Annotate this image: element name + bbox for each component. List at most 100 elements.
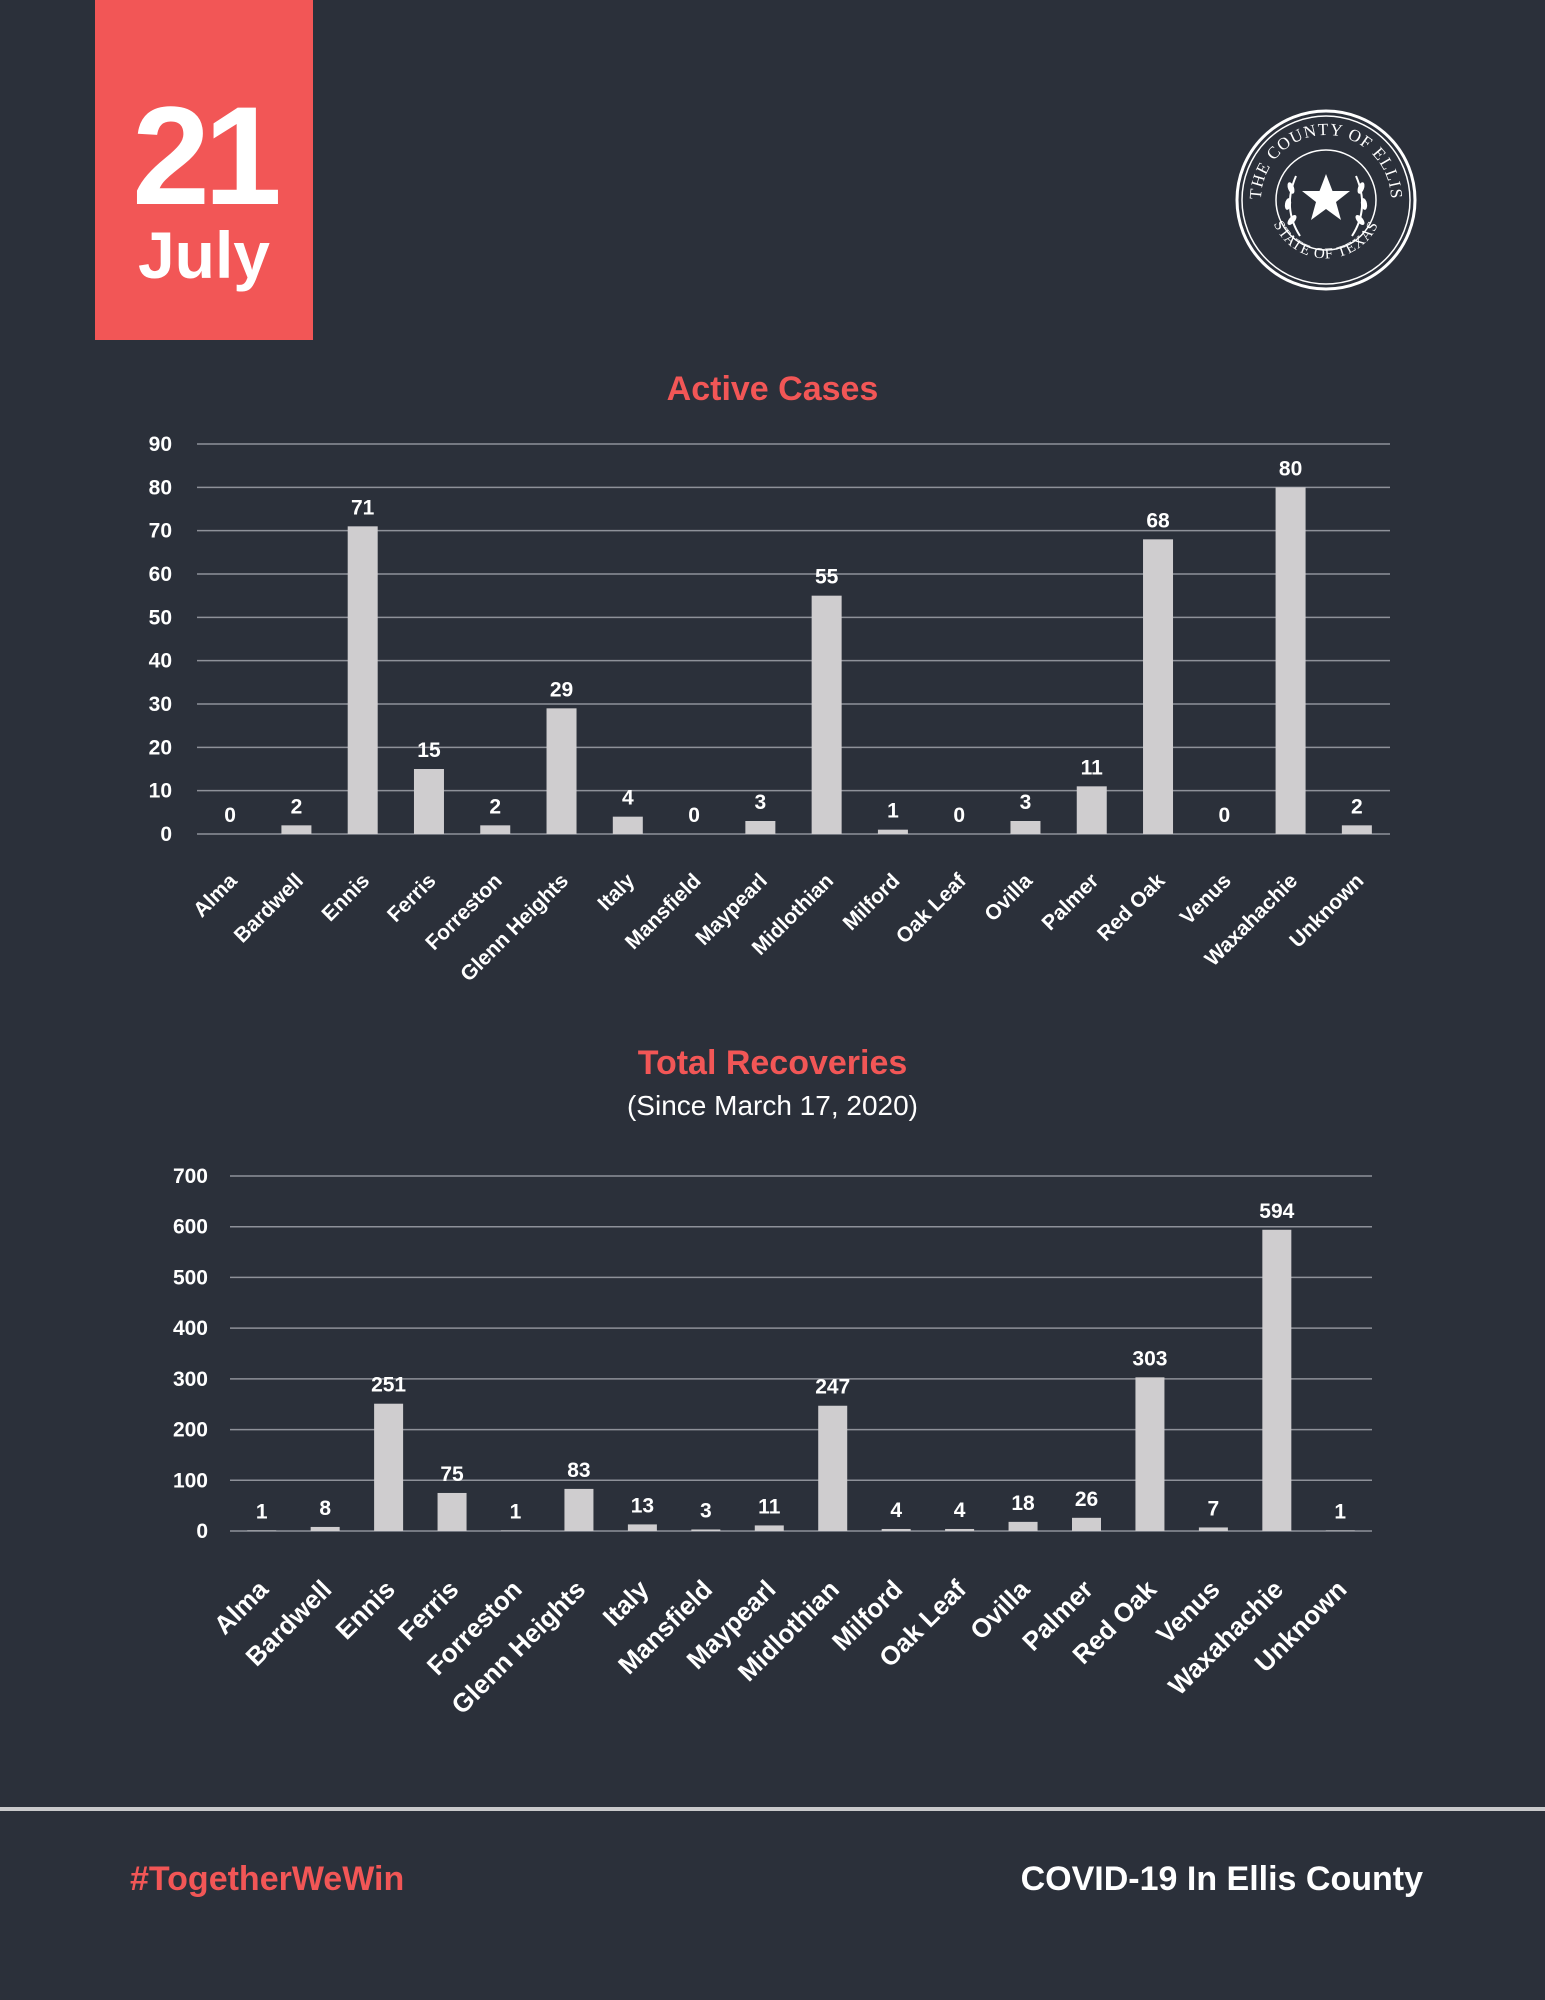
bar-ferris — [413, 769, 444, 834]
data-label: 4 — [622, 787, 634, 810]
x-tick-label: Italy — [593, 869, 639, 915]
footer-hashtag: #TogetherWeWin — [130, 1860, 405, 1898]
bar-waxahachie — [1262, 1229, 1292, 1531]
data-label: 26 — [1075, 1488, 1098, 1511]
bar-maypearl — [745, 821, 776, 834]
data-label: 55 — [815, 566, 839, 589]
bar-midlothian — [818, 1405, 848, 1531]
bar-ovilla — [1008, 1521, 1038, 1531]
bar-forreston — [480, 825, 511, 834]
bar-ennis — [374, 1403, 404, 1531]
bar-bardwell — [310, 1526, 340, 1531]
data-label: 0 — [688, 804, 700, 827]
seal-bottom-text: STATE OF TEXAS — [1270, 218, 1381, 262]
bar-venus — [1198, 1527, 1228, 1531]
bar-midlothian — [811, 595, 842, 834]
data-label: 11 — [1081, 756, 1104, 779]
x-tick-label: Ovilla — [980, 869, 1037, 926]
bars — [247, 1229, 1355, 1531]
y-axis-ticks: 0 100 200 300 400 500 600 700 — [173, 1165, 208, 1543]
data-label: 3 — [755, 791, 767, 814]
data-label: 4 — [890, 1499, 902, 1522]
bar-bardwell — [281, 825, 312, 834]
total-recoveries-title: Total Recoveries — [637, 1044, 908, 1082]
bar-unknown — [1341, 825, 1372, 834]
bars — [281, 487, 1372, 834]
bar-glenn-heights — [546, 708, 577, 834]
x-tick-label: Ennis — [318, 869, 375, 926]
svg-text:STATE OF TEXAS: STATE OF TEXAS — [1270, 218, 1382, 262]
bar-italy — [627, 1524, 657, 1531]
data-label: 8 — [319, 1497, 331, 1520]
data-label: 75 — [440, 1463, 464, 1486]
y-tick-label: 0 — [196, 1520, 208, 1543]
data-label: 594 — [1259, 1200, 1294, 1223]
data-label: 303 — [1132, 1347, 1167, 1370]
footer-divider — [0, 1807, 1545, 1811]
bar-palmer — [1072, 1517, 1101, 1531]
footer-title: COVID-19 In Ellis County — [1020, 1860, 1423, 1898]
data-label: 71 — [351, 496, 375, 519]
data-label: 1 — [887, 800, 899, 823]
bar-red-oak — [1135, 1377, 1165, 1531]
x-tick-label: Palmer — [1037, 869, 1103, 935]
x-tick-label: Bardwell — [230, 869, 308, 947]
data-label: 18 — [1011, 1492, 1035, 1515]
x-tick-label: Oak Leaf — [892, 869, 972, 949]
y-axis-ticks: 0 10 20 30 40 50 60 70 80 90 — [149, 433, 172, 846]
data-label: 0 — [1218, 804, 1230, 827]
y-tick-label: 50 — [149, 606, 172, 629]
bar-milford — [881, 1528, 911, 1531]
data-label: 15 — [417, 739, 441, 762]
data-label: 29 — [550, 678, 573, 701]
bar-milford — [877, 829, 908, 834]
data-label: 68 — [1146, 509, 1170, 532]
date-badge: 21 July — [95, 0, 313, 340]
y-tick-label: 80 — [149, 476, 172, 499]
bar-red-oak — [1143, 539, 1174, 834]
y-tick-label: 20 — [149, 736, 172, 759]
y-tick-label: 70 — [149, 520, 172, 543]
bar-ovilla — [1010, 821, 1041, 834]
data-label: 1 — [1334, 1500, 1346, 1523]
data-label: 0 — [224, 804, 236, 827]
data-label: 1 — [256, 1500, 268, 1523]
y-tick-label: 700 — [173, 1165, 208, 1188]
x-tick-label: Milford — [839, 869, 905, 935]
data-label: 7 — [1208, 1497, 1220, 1520]
data-label: 11 — [758, 1495, 781, 1518]
x-tick-label: Red Oak — [1093, 869, 1170, 946]
bar-waxahachie — [1275, 487, 1306, 834]
bar-italy — [612, 816, 643, 834]
bar-oak-leaf — [945, 1528, 975, 1531]
total-recoveries-subtitle: (Since March 17, 2020) — [626, 1090, 919, 1121]
active-cases-title: Active Cases — [666, 370, 879, 408]
data-label: 251 — [371, 1374, 406, 1397]
data-labels: 0 2 71 15 2 29 4 0 3 55 1 0 3 11 68 0 80 2 — [224, 457, 1362, 827]
x-tick-label: Ferris — [383, 869, 441, 927]
data-label: 247 — [815, 1376, 850, 1399]
county-seal-icon: THE COUNTY OF ELLIS STATE OF TEXAS — [1235, 109, 1417, 291]
y-tick-label: 90 — [149, 433, 172, 456]
bar-ferris — [437, 1492, 467, 1531]
bar-mansfield — [691, 1529, 721, 1531]
bar-maypearl — [754, 1525, 784, 1531]
y-tick-label: 0 — [160, 823, 172, 846]
data-label: 0 — [953, 804, 965, 827]
bar-palmer — [1076, 786, 1107, 834]
x-tick-label: Venus — [1176, 869, 1236, 929]
data-label: 80 — [1279, 457, 1302, 480]
y-tick-label: 40 — [149, 650, 172, 673]
data-label: 2 — [291, 795, 303, 818]
y-tick-label: 60 — [149, 563, 172, 586]
gridlines — [230, 1175, 1372, 1532]
y-tick-label: 600 — [173, 1216, 208, 1239]
bar-ennis — [347, 526, 378, 834]
data-label: 1 — [510, 1500, 522, 1523]
date-day: 21 — [132, 77, 282, 234]
